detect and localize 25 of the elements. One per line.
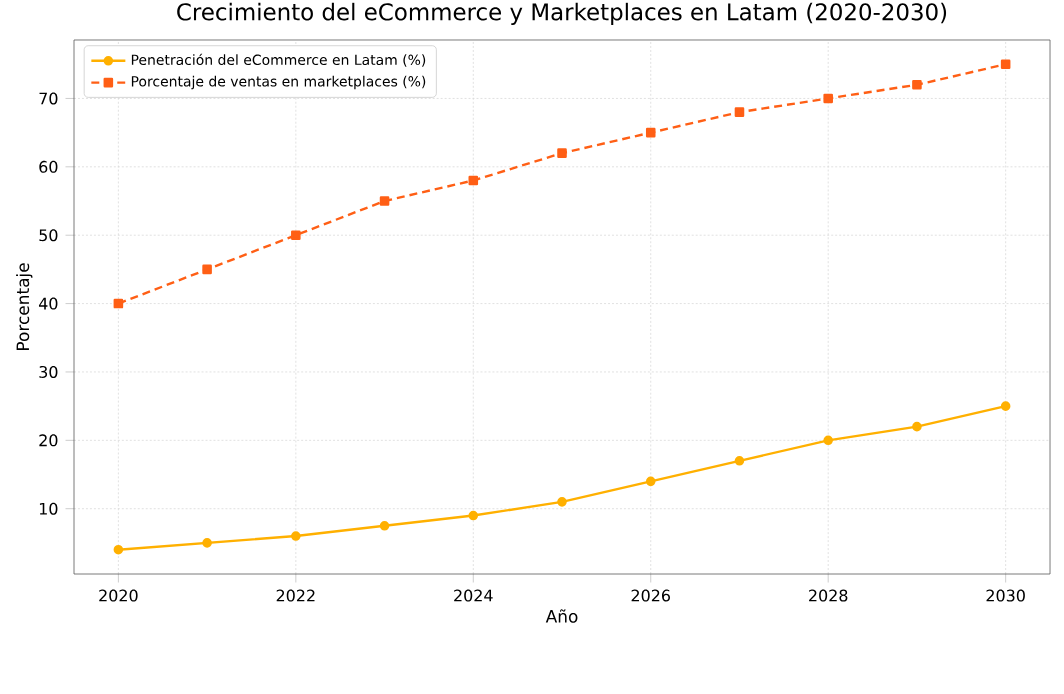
point [557,497,567,507]
point [823,93,833,104]
chart-title: Crecimiento del eCommerce y Marketplaces en Latam (2020-2030) [177,2,947,25]
x-axis-title: Año [545,609,578,623]
point [823,435,833,446]
point [113,298,124,309]
point [912,421,922,432]
point [1000,59,1011,70]
point [912,79,922,90]
point [113,544,124,555]
point [468,175,479,186]
point [557,148,567,158]
point [734,456,745,466]
point [734,107,745,117]
point [202,538,212,548]
y-axis-title: Porcentaje [16,263,33,350]
point [645,476,656,487]
point [1000,401,1011,411]
point [379,521,390,531]
point [202,264,212,275]
point [291,230,301,240]
point [468,510,479,521]
point [379,196,390,206]
point [645,127,656,138]
point [291,531,301,541]
